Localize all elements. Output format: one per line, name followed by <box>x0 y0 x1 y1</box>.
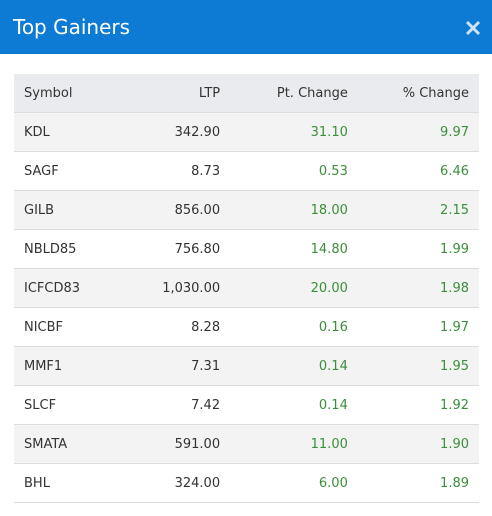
column-header: % Change <box>357 74 479 113</box>
value-cell: 6.46 <box>357 151 479 191</box>
value-cell: 6.00 <box>230 463 358 503</box>
value-cell: 8.73 <box>120 151 231 191</box>
symbol-cell: SMATA <box>14 424 121 464</box>
table-row: GILB 856.00 18.00 2.15 <box>14 190 479 230</box>
table-row: NBLD85 756.80 14.80 1.99 <box>14 229 479 269</box>
table-row: ICFCD83 1,030.00 20.00 1.98 <box>14 268 479 308</box>
symbol-cell: ICFCD83 <box>14 268 121 308</box>
value-cell: 0.16 <box>230 307 358 347</box>
value-cell: 1.99 <box>357 229 479 269</box>
dialog-title: Top Gainers <box>13 15 131 39</box>
value-cell: 0.14 <box>230 346 358 386</box>
value-cell: 18.00 <box>230 190 358 230</box>
column-header: Symbol <box>14 74 121 113</box>
value-cell: 2.15 <box>357 190 479 230</box>
symbol-cell: GILB <box>14 190 121 230</box>
value-cell: 0.53 <box>230 151 358 191</box>
value-cell: 0.14 <box>230 385 358 425</box>
symbol-cell: NICBF <box>14 307 121 347</box>
value-cell: 1.92 <box>357 385 479 425</box>
symbol-cell: KDL <box>14 112 121 152</box>
value-cell: 856.00 <box>120 190 231 230</box>
symbol-cell: MMF1 <box>14 346 121 386</box>
value-cell: 11.00 <box>230 424 358 464</box>
symbol-cell: SAGF <box>14 151 121 191</box>
table-row: BHL 324.00 6.00 1.89 <box>14 463 479 503</box>
table-row: SLCF 7.42 0.14 1.92 <box>14 385 479 425</box>
table-row: SAGF 8.73 0.53 6.46 <box>14 151 479 191</box>
value-cell: 1.95 <box>357 346 479 386</box>
value-cell: 31.10 <box>230 112 358 152</box>
symbol-cell: SLCF <box>14 385 121 425</box>
symbol-cell: NBLD85 <box>14 229 121 269</box>
value-cell: 1.98 <box>357 268 479 308</box>
value-cell: 14.80 <box>230 229 358 269</box>
value-cell: 8.28 <box>120 307 231 347</box>
value-cell: 1.89 <box>357 463 479 503</box>
value-cell: 342.90 <box>120 112 231 152</box>
value-cell: 20.00 <box>230 268 358 308</box>
symbol-cell: BHL <box>14 463 121 503</box>
table-row: NICBF 8.28 0.16 1.97 <box>14 307 479 347</box>
value-cell: 756.80 <box>120 229 231 269</box>
close-button[interactable] <box>465 20 481 36</box>
value-cell: 1.90 <box>357 424 479 464</box>
column-header: Pt. Change <box>230 74 358 113</box>
gainers-table: Symbol LTP Pt. Change% Change KDL 342.90 31.… <box>14 74 479 503</box>
header-row: Symbol LTP Pt. Change% Change <box>14 74 479 113</box>
value-cell: 1.97 <box>357 307 479 347</box>
table-row: SMATA 591.00 11.00 1.90 <box>14 424 479 464</box>
value-cell: 591.00 <box>120 424 231 464</box>
table-row: KDL 342.90 31.10 9.97 <box>14 112 479 152</box>
table-row: MMF1 7.31 0.14 1.95 <box>14 346 479 386</box>
value-cell: 7.42 <box>120 385 231 425</box>
value-cell: 7.31 <box>120 346 231 386</box>
dialog-header: Top Gainers <box>0 0 492 54</box>
value-cell: 1,030.00 <box>120 268 231 308</box>
value-cell: 324.00 <box>120 463 231 503</box>
column-header: LTP <box>120 74 231 113</box>
value-cell: 9.97 <box>357 112 479 152</box>
